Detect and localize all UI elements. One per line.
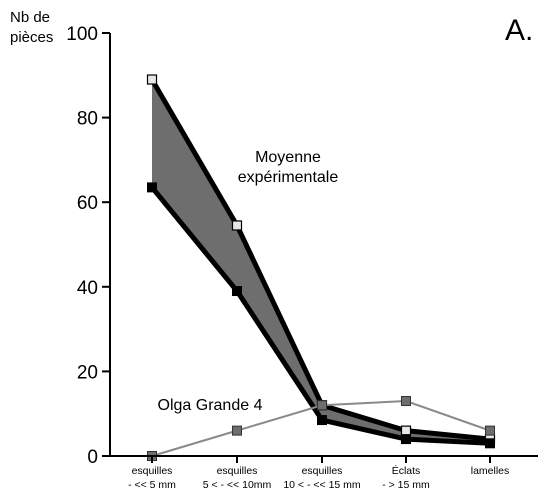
y-tick-label: 0	[87, 447, 98, 468]
band-label-line2: expérimentale	[238, 169, 339, 186]
x-tick-label: esquilles	[132, 465, 173, 477]
x-tick-label: - > 15 mm	[382, 479, 430, 491]
series-label: Olga Grande 4	[158, 397, 263, 414]
y-tick-label: 60	[77, 193, 98, 214]
y-tick-label: 100	[66, 24, 98, 45]
x-tick-label: lamelles	[471, 465, 510, 477]
band-lower-marker	[147, 182, 157, 193]
band-label-line1: Moyenne	[255, 149, 321, 166]
x-tick-label: 10 < - << 15 mm	[283, 479, 361, 491]
band-lower-marker	[232, 286, 242, 297]
band-upper-line	[149, 78, 491, 442]
y-axis-label-line2: pièces	[10, 29, 53, 46]
y-tick-label: 20	[77, 362, 98, 383]
x-tick-label: esquilles	[302, 465, 343, 477]
band-upper-marker	[146, 74, 158, 85]
series-marker	[317, 400, 327, 411]
series-marker	[232, 425, 242, 436]
x-tick-label: - << 5 mm	[128, 479, 176, 491]
band-upper-marker	[231, 220, 243, 231]
series-marker	[401, 396, 411, 407]
band-area	[152, 79, 490, 444]
panel-label: A.	[505, 14, 533, 47]
y-axis-label-line1: Nb de	[10, 9, 50, 26]
band-upper-marker	[400, 425, 412, 436]
series-marker	[485, 425, 495, 436]
y-tick-label: 40	[77, 278, 98, 299]
band-lower-marker	[401, 434, 411, 445]
x-tick-label: Éclats	[392, 464, 421, 477]
band-lower-marker	[485, 438, 495, 449]
x-tick-label: 5 < - << 10mm	[203, 479, 272, 491]
band-lower-marker	[317, 415, 327, 426]
y-tick-label: 80	[77, 109, 98, 130]
x-tick-label: esquilles	[217, 465, 258, 477]
